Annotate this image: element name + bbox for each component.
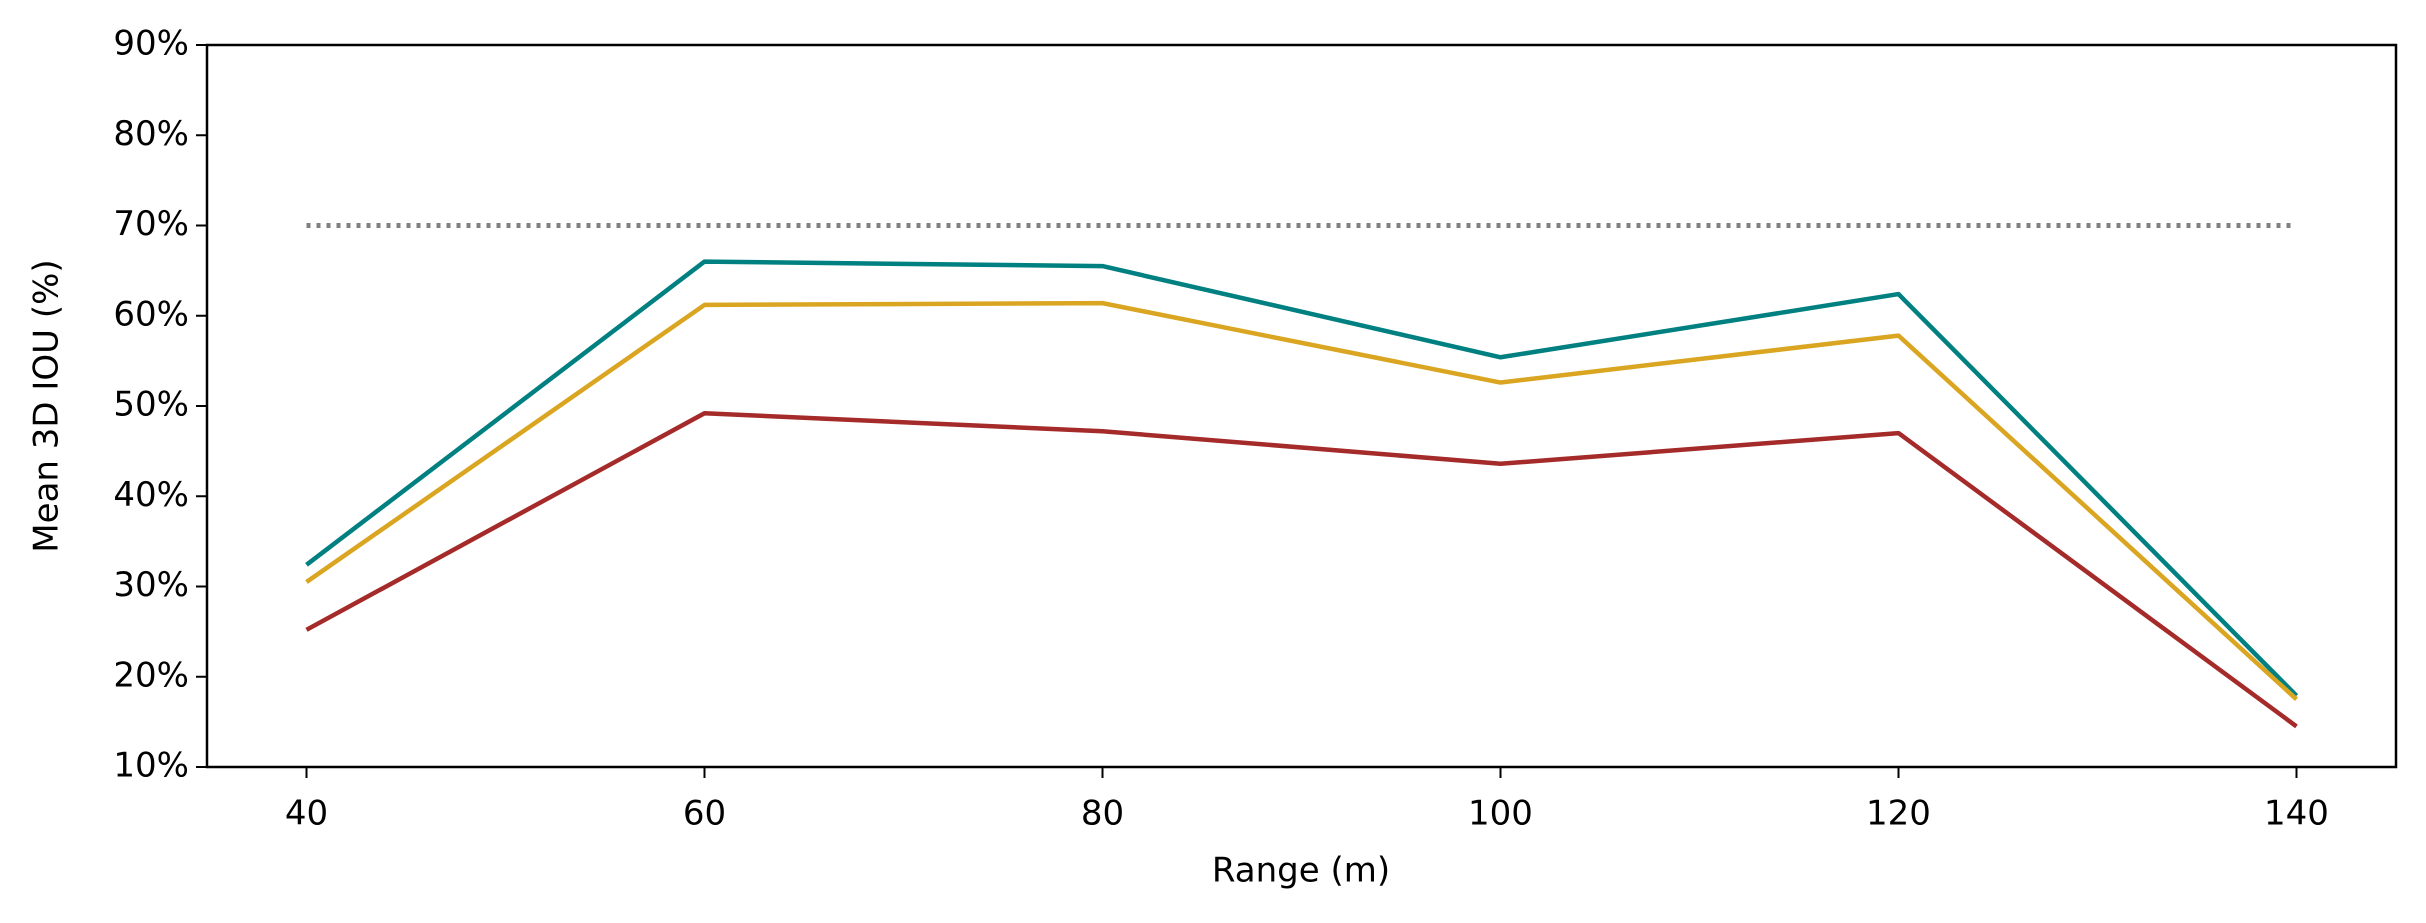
y-tick-label: 90% xyxy=(113,24,189,64)
x-axis-label: Range (m) xyxy=(1212,851,1390,891)
y-tick-label: 70% xyxy=(113,204,189,244)
x-tick-label: 100 xyxy=(1468,794,1533,834)
plot-frame xyxy=(205,43,2398,769)
y-tick-label: 60% xyxy=(113,294,189,334)
y-tick-label: 30% xyxy=(113,565,189,605)
y-tick-label: 50% xyxy=(113,385,189,425)
y-axis-label: Mean 3D IOU (%) xyxy=(27,259,67,552)
x-tick-label: 40 xyxy=(285,794,328,834)
series-line xyxy=(305,259,2299,698)
x-tick-label: 140 xyxy=(2264,794,2329,834)
series-line xyxy=(305,410,2298,729)
x-tick-label: 60 xyxy=(683,794,726,834)
y-tick-label: 10% xyxy=(113,746,189,786)
x-tick-label: 80 xyxy=(1081,794,1124,834)
y-tick-label: 40% xyxy=(113,475,189,515)
series-line xyxy=(305,300,2299,701)
y-tick-label: 20% xyxy=(113,655,189,695)
x-tick-label: 120 xyxy=(1866,794,1931,834)
y-tick-label: 80% xyxy=(113,114,189,154)
